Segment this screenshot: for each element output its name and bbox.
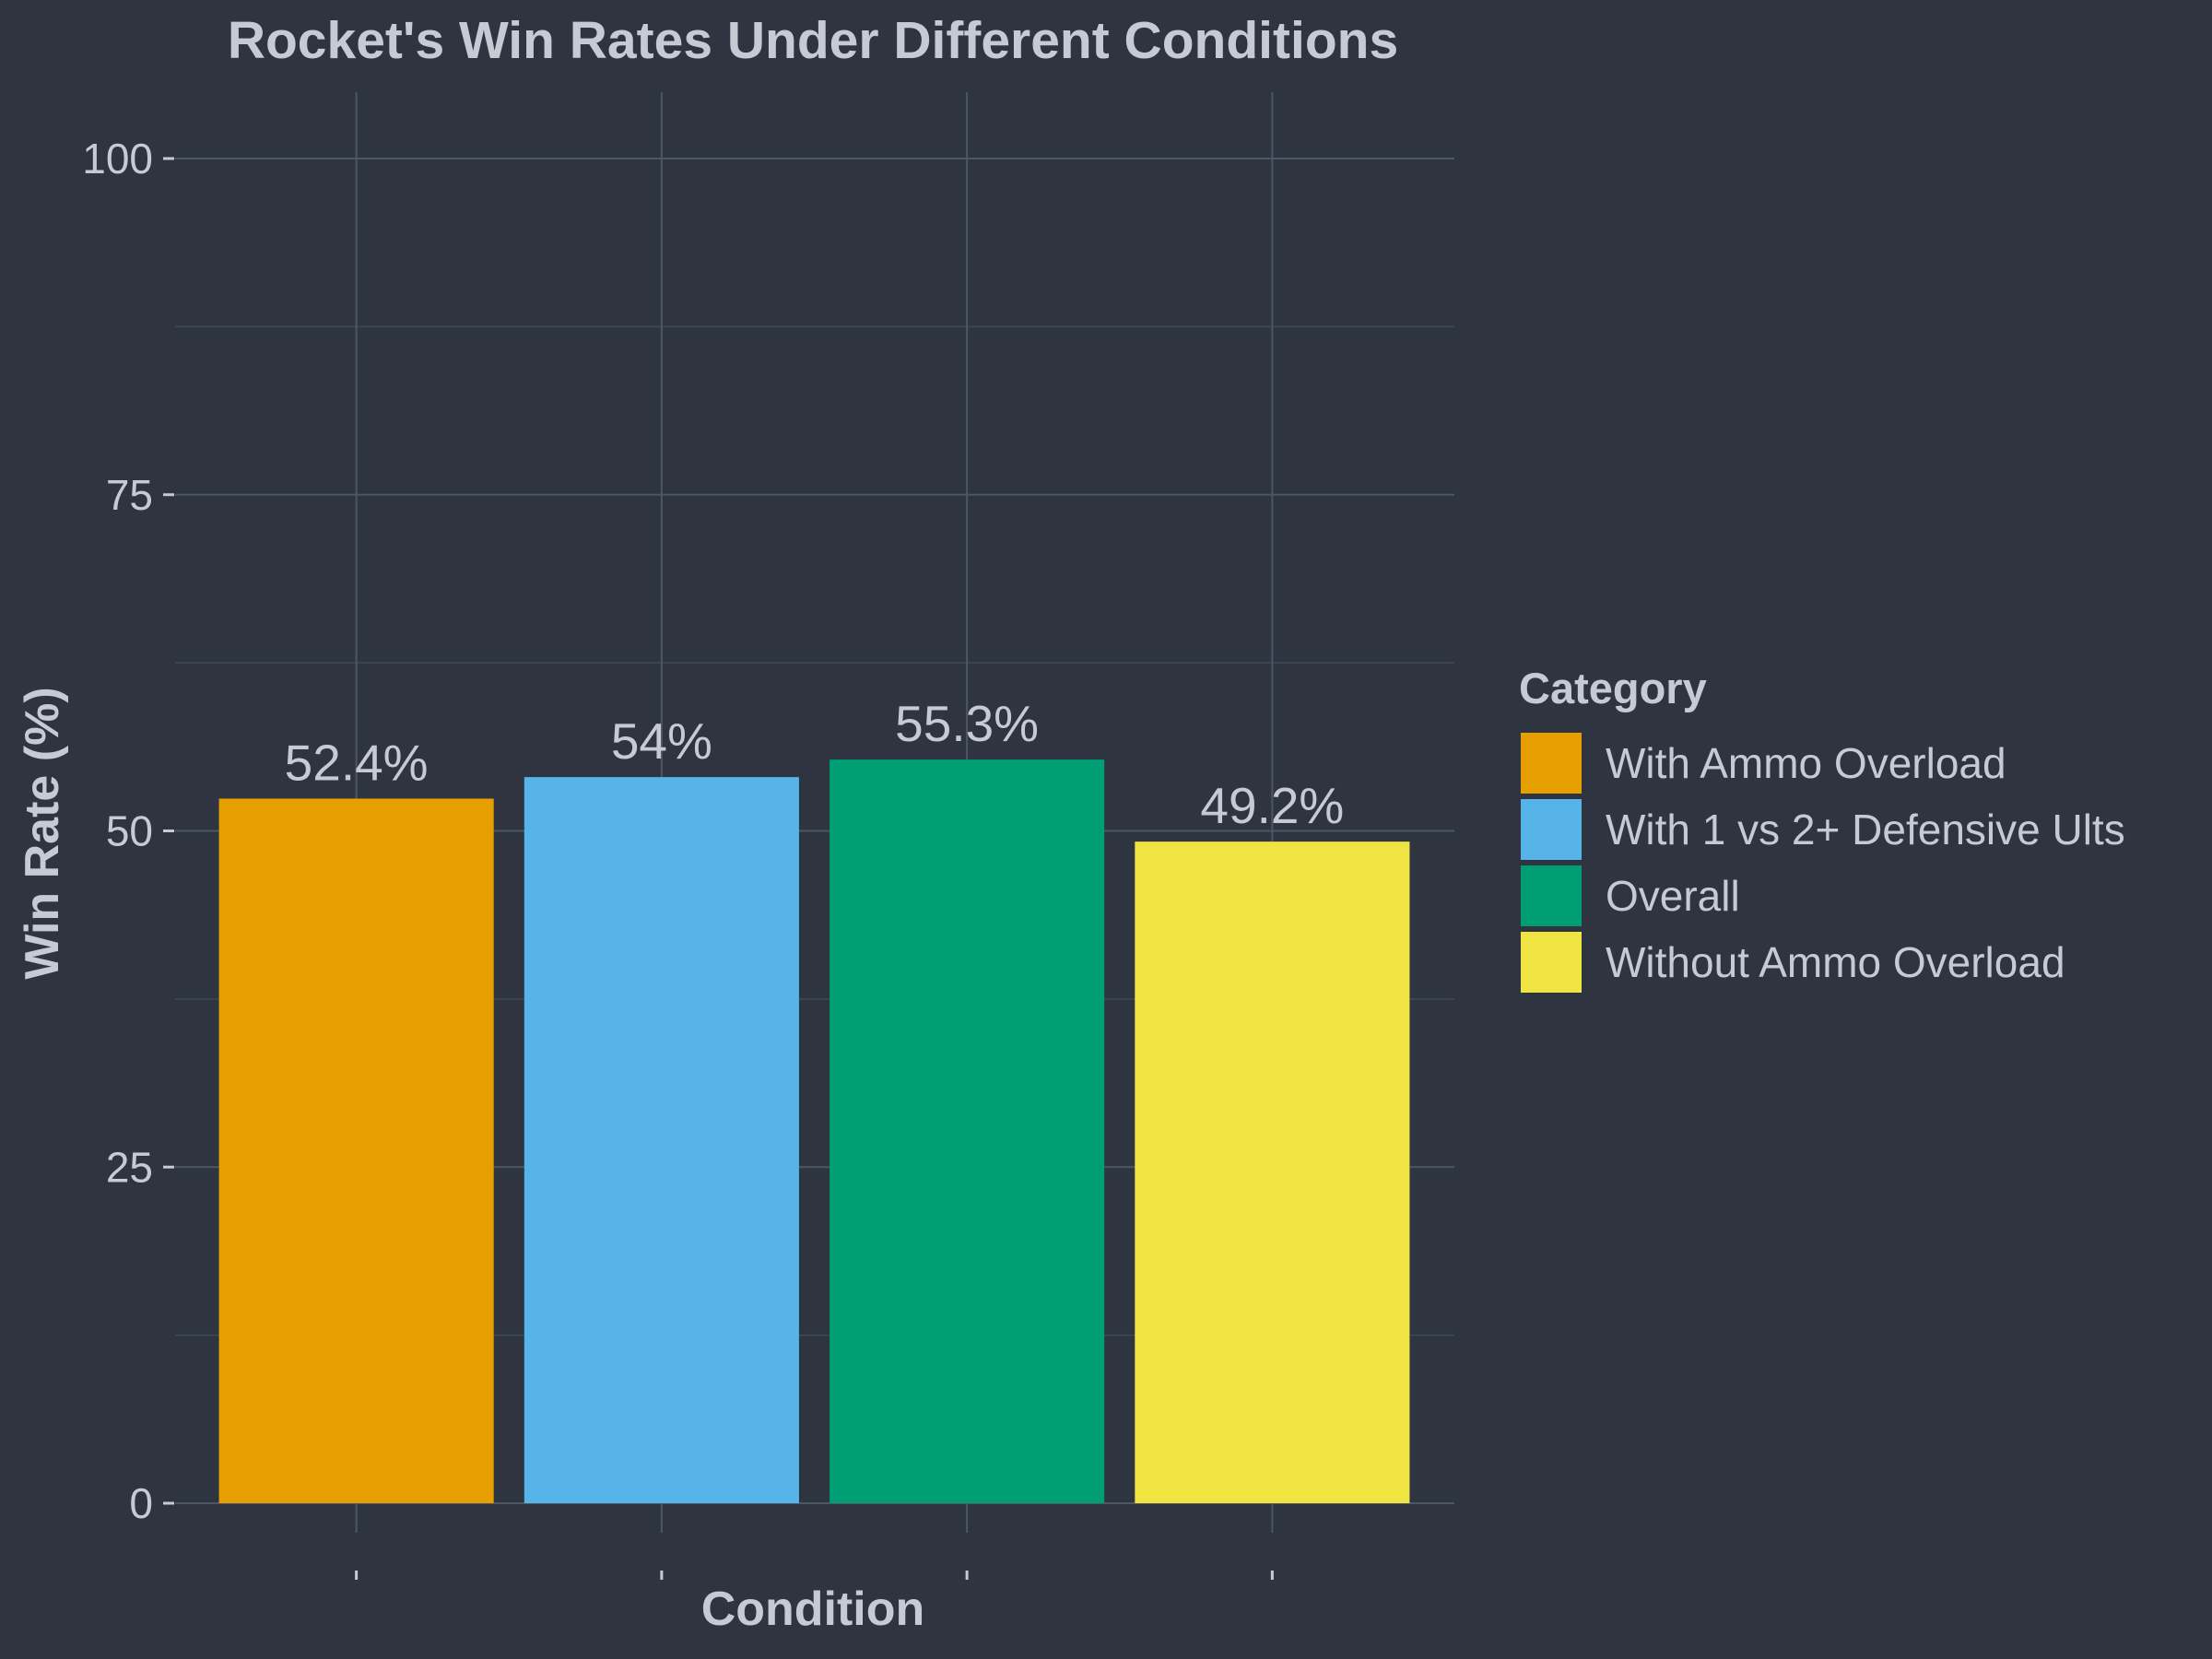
legend-items: With Ammo Overload With 1 vs 2+ Defensive…: [1521, 733, 2125, 993]
legend-label: With 1 vs 2+ Defensive Ults: [1606, 806, 2125, 853]
y-tick-label: 25: [106, 1143, 153, 1191]
y-tick-label: 100: [82, 135, 153, 182]
bar: [218, 798, 494, 1503]
legend-label: With Ammo Overload: [1606, 739, 2006, 787]
legend-key: [1521, 733, 1582, 794]
bars-layer: [218, 759, 1410, 1503]
data-labels-layer: 52.4% 54% 55.3% 49.2%: [285, 695, 1345, 834]
legend-key: [1521, 932, 1582, 993]
bar-data-label: 49.2%: [1200, 777, 1344, 834]
legend-label: Overall: [1606, 872, 1740, 920]
bar: [1135, 841, 1410, 1503]
y-axis: 0 25 50 75 100: [82, 135, 174, 1527]
bar: [830, 759, 1105, 1503]
legend-label: Without Ammo Overload: [1606, 938, 2065, 986]
legend-key: [1521, 799, 1582, 860]
legend-key: [1521, 865, 1582, 926]
chart-title: Rocket's Win Rates Under Different Condi…: [228, 11, 1398, 70]
x-axis: [355, 1571, 1274, 1580]
y-tick-label: 50: [106, 807, 153, 855]
x-axis-title: Condition: [701, 1583, 925, 1636]
bar-data-label: 54%: [611, 712, 712, 770]
y-tick-label: 0: [129, 1479, 153, 1527]
bar-data-label: 52.4%: [285, 734, 429, 791]
bar: [524, 777, 799, 1503]
legend: Category With Ammo Overload With 1 vs 2+ …: [1519, 664, 2125, 993]
legend-title: Category: [1519, 664, 1707, 712]
y-tick-label: 75: [106, 471, 153, 519]
bar-data-label: 55.3%: [895, 695, 1039, 752]
y-axis-title: Win Rate (%): [16, 687, 69, 979]
